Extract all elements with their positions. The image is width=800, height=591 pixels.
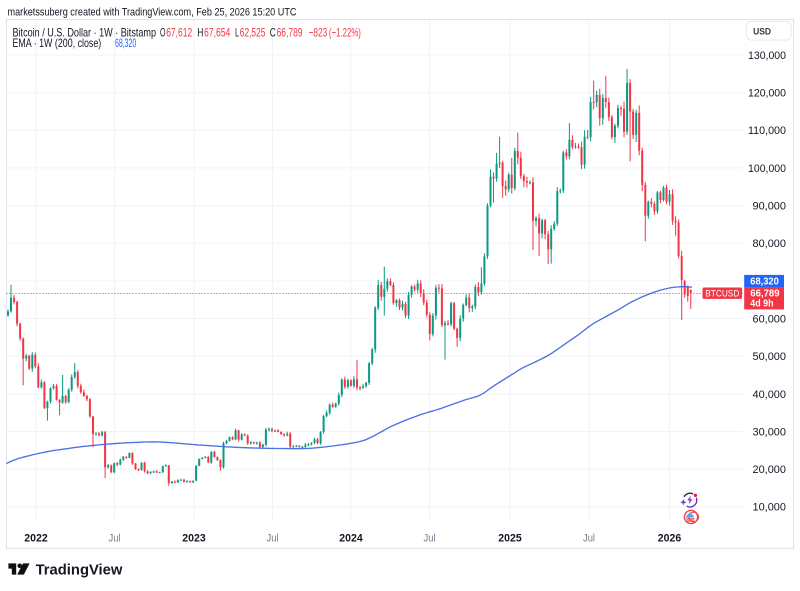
svg-text:40,000: 40,000 [753, 389, 787, 401]
svg-text:2022: 2022 [24, 533, 47, 545]
svg-text:66,789: 66,789 [750, 289, 780, 300]
svg-text:(−1.22%): (−1.22%) [329, 26, 361, 40]
svg-text:67,654: 67,654 [204, 26, 231, 40]
svg-text:C: C [270, 26, 276, 40]
svg-text:110,000: 110,000 [748, 125, 786, 137]
svg-text:2026: 2026 [658, 533, 681, 545]
svg-text:66,789: 66,789 [277, 26, 303, 40]
svg-text:2023: 2023 [182, 533, 205, 545]
svg-text:Jul: Jul [267, 533, 279, 545]
svg-text:67,612: 67,612 [166, 26, 192, 40]
svg-text:Jul: Jul [583, 533, 595, 545]
svg-text:68,320: 68,320 [750, 276, 779, 287]
svg-text:90,000: 90,000 [753, 201, 787, 213]
svg-text:80,000: 80,000 [753, 238, 787, 250]
svg-text:50,000: 50,000 [753, 351, 787, 363]
svg-text:H: H [197, 26, 203, 40]
svg-text:Jul: Jul [424, 533, 436, 545]
svg-text:10,000: 10,000 [753, 502, 787, 514]
svg-text:TradingView: TradingView [36, 563, 124, 579]
svg-text:100,000: 100,000 [748, 163, 786, 175]
svg-text:120,000: 120,000 [748, 88, 786, 100]
svg-text:BTCUSD: BTCUSD [705, 288, 739, 299]
svg-text:4d 9h: 4d 9h [750, 298, 773, 309]
svg-text:62,525: 62,525 [240, 26, 266, 40]
svg-text:−823: −823 [309, 26, 328, 40]
svg-text:O: O [160, 26, 166, 40]
svg-text:20,000: 20,000 [753, 464, 787, 476]
svg-text:Jul: Jul [109, 533, 121, 545]
svg-text:USD: USD [753, 26, 771, 37]
svg-text:EMA · 1W (200, close): EMA · 1W (200, close) [13, 36, 102, 50]
svg-text:60,000: 60,000 [753, 313, 787, 325]
svg-text:130,000: 130,000 [748, 50, 786, 62]
svg-text:30,000: 30,000 [753, 426, 787, 438]
svg-text:68,320: 68,320 [115, 36, 136, 50]
svg-text:Bitcoin / U.S. Dollar · 1W · B: Bitcoin / U.S. Dollar · 1W · Bitstamp [13, 26, 157, 40]
svg-text:2024: 2024 [339, 533, 363, 545]
svg-text:2025: 2025 [498, 533, 521, 545]
svg-text:L: L [235, 26, 239, 40]
svg-text:marketssuberg created with Tra: marketssuberg created with TradingView.c… [8, 7, 297, 19]
